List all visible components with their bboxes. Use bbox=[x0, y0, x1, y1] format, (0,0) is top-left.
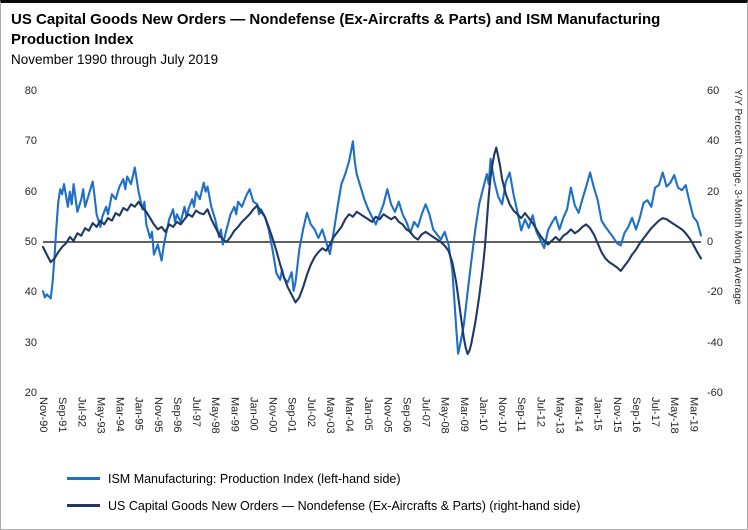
left-axis-tick-60: 60 bbox=[24, 185, 37, 198]
x-axis-tick-Sep-91: Sep-91 bbox=[56, 397, 69, 433]
chart-plot-area bbox=[41, 140, 703, 356]
x-axis-tick-May-93: May-93 bbox=[94, 397, 107, 434]
x-axis-tick-Sep-11: Sep-11 bbox=[515, 397, 528, 432]
x-axis-tick-Mar-09: Mar-09 bbox=[457, 397, 470, 432]
left-axis-tick-80: 80 bbox=[24, 85, 37, 97]
x-axis-tick-Jul-97: Jul-97 bbox=[190, 397, 203, 427]
x-axis-tick-Jan-10: Jan-10 bbox=[476, 397, 489, 431]
x-axis-tick-Sep-06: Sep-06 bbox=[400, 397, 413, 433]
left-axis-tick-40: 40 bbox=[24, 286, 37, 299]
x-axis-tick-Mar-14: Mar-14 bbox=[572, 397, 585, 432]
x-axis-tick-Mar-19: Mar-19 bbox=[687, 397, 700, 432]
right-axis-tick-40: 40 bbox=[707, 135, 720, 148]
x-axis-tick-Mar-94: Mar-94 bbox=[113, 397, 126, 432]
chart-title: US Capital Goods New Orders — Nondefense… bbox=[11, 11, 661, 48]
x-axis-tick-May-18: May-18 bbox=[668, 397, 681, 434]
x-axis-tick-Jan-95: Jan-95 bbox=[132, 397, 145, 431]
chart-legend: ISM Manufacturing: Production Index (lef… bbox=[67, 465, 727, 519]
x-axis-tick-May-13: May-13 bbox=[553, 397, 566, 434]
legend-label-ism: ISM Manufacturing: Production Index (lef… bbox=[108, 471, 401, 486]
x-axis-tick-Jul-17: Jul-17 bbox=[649, 397, 662, 427]
x-axis-tick-Sep-01: Sep-01 bbox=[285, 397, 298, 433]
x-axis-tick-Jul-07: Jul-07 bbox=[419, 397, 432, 427]
x-axis-tick-Mar-99: Mar-99 bbox=[228, 397, 241, 432]
x-axis-tick-Jan-00: Jan-00 bbox=[247, 397, 260, 431]
left-axis-tick-50: 50 bbox=[24, 236, 37, 248]
left-axis-tick-70: 70 bbox=[24, 135, 37, 148]
x-axis-tick-Jul-92: Jul-92 bbox=[75, 397, 88, 427]
x-axis-tick-Mar-04: Mar-04 bbox=[343, 397, 356, 432]
x-axis-tick-Nov-10: Nov-10 bbox=[496, 397, 509, 433]
x-axis-tick-Jul-12: Jul-12 bbox=[534, 397, 547, 427]
x-axis-tick-Sep-96: Sep-96 bbox=[170, 397, 183, 433]
x-axis-tick-May-03: May-03 bbox=[323, 397, 336, 434]
x-axis-tick-Jan-05: Jan-05 bbox=[362, 397, 375, 431]
x-axis-tick-May-98: May-98 bbox=[209, 397, 222, 434]
chart-subtitle: November 1990 through July 2019 bbox=[11, 52, 219, 67]
legend-label-capital-goods: US Capital Goods New Orders — Nondefense… bbox=[108, 498, 581, 513]
right-axis-title: Y/Y Percent Change, 3-Month Moving Avera… bbox=[732, 89, 743, 305]
ism-line-swatch bbox=[67, 477, 100, 480]
right-axis-tick-60: 60 bbox=[707, 85, 720, 97]
right-axis-tick--20: -20 bbox=[707, 286, 723, 299]
legend-item-capital-goods: US Capital Goods New Orders — Nondefense… bbox=[67, 492, 727, 519]
right-axis-tick--60: -60 bbox=[707, 387, 723, 399]
right-axis-tick-0: 0 bbox=[707, 236, 714, 248]
x-axis-tick-Nov-90: Nov-90 bbox=[37, 397, 49, 433]
x-axis-tick-Nov-00: Nov-00 bbox=[266, 397, 279, 433]
left-axis-tick-20: 20 bbox=[24, 387, 37, 399]
x-axis-tick-Jan-15: Jan-15 bbox=[591, 397, 604, 431]
x-axis-tick-Nov-95: Nov-95 bbox=[151, 397, 164, 433]
ism-production-line bbox=[41, 140, 703, 355]
x-axis-tick-May-08: May-08 bbox=[438, 397, 451, 434]
right-axis-tick--40: -40 bbox=[707, 336, 723, 349]
capital-goods-orders-line bbox=[41, 146, 703, 356]
right-axis-tick-20: 20 bbox=[707, 185, 720, 198]
left-axis-tick-30: 30 bbox=[24, 336, 37, 349]
x-axis-tick-Nov-15: Nov-15 bbox=[610, 397, 623, 433]
x-axis-tick-Sep-16: Sep-16 bbox=[629, 397, 642, 433]
x-axis-tick-Nov-05: Nov-05 bbox=[381, 397, 394, 433]
x-axis-tick-Jul-02: Jul-02 bbox=[304, 397, 317, 427]
capital-goods-line-swatch bbox=[67, 504, 100, 507]
legend-item-ism: ISM Manufacturing: Production Index (lef… bbox=[67, 465, 727, 492]
